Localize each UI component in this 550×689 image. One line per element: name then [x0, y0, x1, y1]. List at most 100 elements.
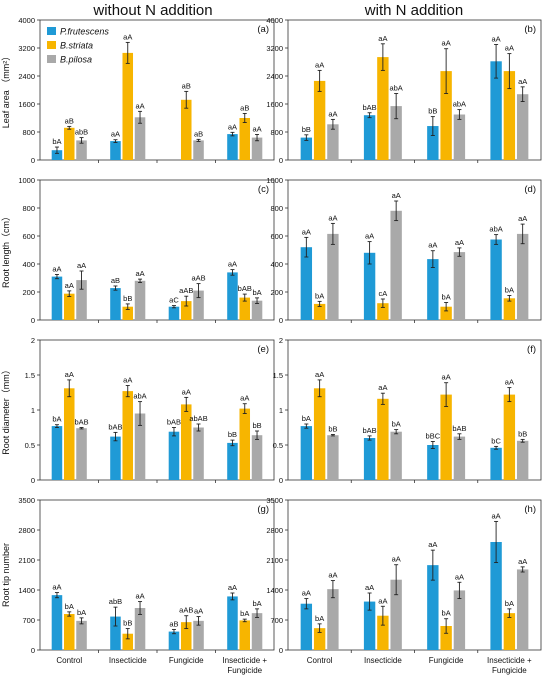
- column-title-left: without N addition: [92, 2, 212, 19]
- bar: [251, 300, 263, 320]
- bar: [239, 408, 251, 480]
- significance-label: bA: [252, 599, 261, 608]
- significance-label: aA: [182, 387, 191, 396]
- bar: [239, 118, 251, 160]
- y-tick-label: 4000: [266, 16, 283, 25]
- panel-e: 0 0.5 1 1.5 2 Root diameter（mm） (e) bA aA bAB bAB a…: [1, 336, 275, 485]
- bar: [110, 288, 121, 320]
- y-tick-label: 4000: [18, 16, 35, 25]
- bar: [516, 94, 529, 160]
- bar: [390, 579, 402, 650]
- significance-label: aA: [455, 238, 464, 247]
- significance-label: bA: [505, 599, 514, 608]
- bar: [168, 306, 180, 320]
- legend-swatch-b-pilosa: [47, 55, 56, 63]
- bar: [327, 124, 339, 160]
- bar: [193, 140, 204, 160]
- bar: [239, 297, 251, 320]
- bar: [251, 137, 263, 160]
- bar: [227, 134, 238, 160]
- y-tick-label: 400: [270, 260, 283, 269]
- significance-label: aA: [505, 44, 514, 53]
- y-tick-label: 600: [270, 232, 283, 241]
- bar: [76, 140, 87, 160]
- significance-label: aA: [518, 77, 527, 86]
- panel-a: 0 800 1600 2400 3200 4000 Leaf area （mm²） (a) bA…: [1, 16, 275, 165]
- significance-label: aA: [228, 122, 237, 131]
- bar: [300, 426, 313, 480]
- y-tick-label: 1400: [266, 586, 283, 595]
- bar: [327, 435, 339, 480]
- bar: [490, 447, 502, 480]
- bar: [63, 614, 75, 650]
- bar: [168, 431, 180, 480]
- panel-letter: (f): [527, 344, 536, 355]
- panel-frame: [287, 179, 542, 321]
- legend-swatch-p-frutescens: [47, 27, 56, 35]
- bar: [239, 620, 251, 650]
- significance-label: bA: [315, 614, 324, 623]
- significance-label: abAB: [189, 414, 207, 423]
- legend: P.frutescens B.striata B.pilosa: [47, 27, 109, 65]
- panel-frame: [287, 339, 542, 481]
- significance-label: aA: [302, 227, 311, 236]
- y-tick-label: 0: [31, 476, 35, 485]
- significance-label: aA: [378, 34, 387, 43]
- bar: [453, 590, 466, 650]
- significance-label: bB: [123, 294, 132, 303]
- significance-label: aAB: [179, 286, 193, 295]
- x-tick-label: Insecticide: [109, 656, 147, 665]
- significance-label: aA: [518, 557, 527, 566]
- y-axis-label: Leaf area （mm²）: [1, 52, 11, 129]
- panel-letter: (e): [257, 344, 269, 355]
- significance-label: bA: [52, 137, 61, 146]
- significance-label: aA: [77, 261, 86, 270]
- significance-label: aA: [518, 214, 527, 223]
- bar: [300, 247, 313, 320]
- significance-label: bB: [328, 425, 337, 434]
- significance-label: aA: [123, 32, 132, 41]
- y-tick-label: 0: [31, 156, 35, 165]
- significance-label: aA: [135, 269, 144, 278]
- y-tick-label: 0: [279, 476, 283, 485]
- bar: [516, 569, 529, 650]
- bar: [313, 80, 326, 160]
- significance-label: aA: [328, 109, 337, 118]
- y-tick-label: 800: [270, 128, 283, 137]
- y-tick-label: 0.5: [273, 441, 283, 450]
- significance-label: aA: [240, 394, 249, 403]
- bar: [110, 436, 121, 480]
- y-tick-label: 800: [22, 128, 35, 137]
- significance-label: aB: [65, 116, 74, 125]
- x-tick-label: Insecticide +: [222, 656, 267, 665]
- legend-swatch-b-striata: [47, 41, 56, 49]
- x-tick-label: Insecticide +: [487, 656, 532, 665]
- significance-label: aB: [111, 276, 120, 285]
- bar: [51, 150, 63, 160]
- bar: [122, 391, 134, 480]
- bar: [377, 303, 389, 320]
- bar: [63, 127, 75, 160]
- y-tick-label: 2100: [18, 556, 35, 565]
- significance-label: bA: [302, 414, 311, 423]
- bar: [51, 595, 63, 650]
- panel-letter: (h): [524, 504, 536, 515]
- column-title-right: with N addition: [364, 2, 463, 19]
- bar: [490, 61, 502, 160]
- significance-label: bB: [123, 619, 132, 628]
- significance-label: bAB: [74, 418, 88, 427]
- y-tick-label: 2: [279, 336, 283, 345]
- bar: [227, 596, 238, 650]
- bar: [363, 601, 376, 650]
- panel-frame: [39, 179, 275, 321]
- y-tick-label: 700: [22, 616, 35, 625]
- bar: [453, 436, 466, 480]
- significance-label: aA: [365, 232, 374, 241]
- panel-frame: [39, 499, 275, 651]
- bar: [377, 57, 389, 160]
- bar: [134, 117, 146, 160]
- significance-label: bA: [505, 286, 514, 295]
- bar: [377, 398, 389, 480]
